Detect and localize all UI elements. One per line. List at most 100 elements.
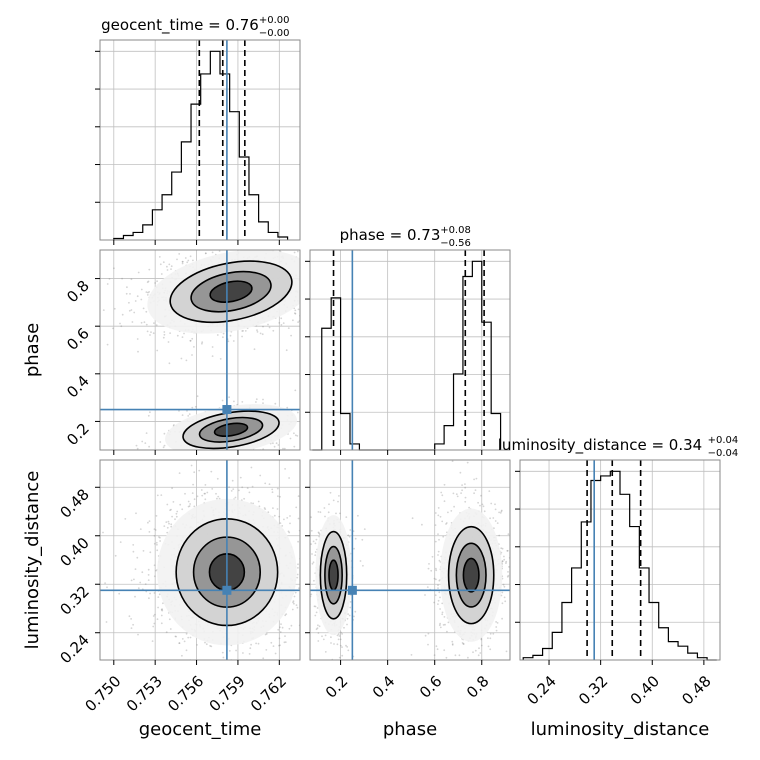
panel-geocent_time-vs-luminosity_distance-point: [248, 653, 251, 655]
panel-geocent_time-vs-phase-point: [140, 321, 143, 324]
panel-geocent_time-vs-luminosity_distance-point: [292, 601, 294, 604]
panel-phase-vs-luminosity_distance-point: [357, 514, 359, 517]
panel-phase-vs-luminosity_distance-point: [513, 510, 515, 512]
panel-phase-vs-luminosity_distance-point: [362, 564, 364, 567]
panel-phase-vs-luminosity_distance-point: [462, 643, 465, 645]
panel-geocent_time-vs-phase-point: [262, 325, 264, 328]
panel-geocent_time-vs-luminosity_distance-point: [302, 582, 304, 584]
panel-geocent_time-vs-luminosity_distance-point: [302, 750, 304, 752]
panel-phase-vs-luminosity_distance-point: [311, 553, 313, 555]
panel-geocent_time-vs-phase-point: [145, 310, 148, 313]
panel-geocent_time-vs-luminosity_distance-point: [307, 662, 309, 664]
bottom-phase-xticklabel-2: 0.6: [416, 672, 446, 702]
panel-geocent_time-vs-luminosity_distance-point: [132, 544, 135, 546]
panel-geocent_time-vs-phase-point: [140, 298, 143, 301]
panel-geocent_time-vs-phase-point: [282, 248, 284, 250]
hist-phase-title: phase = 0.73: [340, 226, 441, 244]
panel-geocent_time-vs-luminosity_distance-point: [174, 635, 177, 638]
panel-geocent_time-vs-phase-point: [121, 313, 124, 316]
panel-geocent_time-vs-luminosity_distance-point: [220, 456, 222, 458]
panel-geocent_time-vs-luminosity_distance-point: [306, 595, 308, 597]
panel-phase-vs-luminosity_distance-point: [346, 646, 349, 648]
panel-geocent_time-vs-phase-truth-marker: [222, 405, 232, 415]
panel-geocent_time-vs-luminosity_distance-point: [143, 667, 145, 669]
panel-geocent_time-vs-phase-point: [280, 324, 283, 326]
panel-geocent_time-vs-luminosity_distance-point: [192, 483, 195, 486]
panel-geocent_time-vs-phase-point: [147, 280, 150, 283]
panel-geocent_time-vs-luminosity_distance-point: [148, 520, 151, 522]
panel-geocent_time-vs-phase-point: [313, 235, 315, 237]
panel-phase-vs-luminosity_distance-point: [480, 494, 482, 497]
panel-phase-vs-luminosity_distance-point: [503, 555, 505, 558]
panel-geocent_time-vs-luminosity_distance-point: [166, 503, 169, 506]
panel-geocent_time-vs-luminosity_distance-point: [238, 489, 240, 492]
panel-geocent_time-vs-luminosity_distance-point: [287, 530, 290, 533]
panel-phase-vs-luminosity_distance-point: [478, 647, 480, 650]
panel-geocent_time-vs-luminosity_distance-point: [223, 672, 225, 674]
panel-phase-vs-luminosity_distance-point: [430, 569, 433, 572]
panel-geocent_time-vs-phase-point: [280, 317, 283, 320]
panel-phase-vs-luminosity_distance-point: [443, 500, 446, 503]
panel-geocent_time-vs-luminosity_distance-point: [159, 536, 161, 539]
panel-geocent_time-vs-luminosity_distance-point: [156, 543, 158, 546]
panel-geocent_time-vs-phase-point: [189, 339, 192, 342]
panel-geocent_time-vs-phase-point: [170, 265, 173, 268]
panel-phase-vs-luminosity_distance-point: [453, 505, 455, 508]
panel-geocent_time-vs-luminosity_distance-point: [204, 484, 207, 486]
panel-geocent_time-vs-luminosity_distance-point: [250, 466, 253, 469]
panel-phase-vs-luminosity_distance-point: [489, 637, 492, 640]
panel-phase-vs-luminosity_distance-point: [441, 520, 444, 523]
panel-geocent_time-vs-phase-point: [181, 260, 184, 263]
hist-phase-bg: [310, 250, 510, 450]
panel-phase-vs-luminosity_distance-point: [341, 654, 344, 657]
panel-geocent_time-vs-luminosity_distance-point: [137, 587, 140, 590]
panel-phase-vs-luminosity_distance-point: [427, 632, 430, 635]
panel-geocent_time-vs-phase-point: [102, 309, 105, 311]
panel-phase-vs-luminosity_distance-point: [349, 529, 352, 531]
panel-phase-vs-luminosity_distance-point: [502, 583, 505, 586]
panel-phase-vs-luminosity_distance-point: [479, 652, 482, 654]
panel-phase-vs-luminosity_distance-point: [461, 484, 463, 486]
panel-geocent_time-vs-luminosity_distance-point: [289, 515, 291, 517]
panel-phase-vs-luminosity_distance-point: [317, 511, 320, 513]
panel-geocent_time-vs-phase-point: [261, 333, 264, 336]
panel-geocent_time-vs-phase-point: [304, 423, 306, 425]
panel-phase-vs-luminosity_distance-contour-1-2: [462, 557, 480, 593]
panel-geocent_time-vs-luminosity_distance-point: [304, 554, 306, 556]
panel-geocent_time-vs-luminosity_distance-point: [238, 671, 240, 673]
panel-phase-vs-luminosity_distance-point: [434, 594, 437, 597]
panel-geocent_time-vs-luminosity_distance-point: [172, 501, 175, 503]
panel-geocent_time-vs-luminosity_distance-point: [187, 636, 190, 639]
panel-geocent_time-vs-luminosity_distance-point: [167, 520, 170, 523]
panel-geocent_time-vs-phase-point: [276, 244, 278, 246]
hist-luminosity_distance-frame: [519, 459, 721, 661]
panel-phase-vs-luminosity_distance-point: [501, 547, 504, 550]
panel-phase-vs-luminosity_distance-point: [347, 649, 350, 652]
panel-geocent_time-vs-phase-point: [166, 245, 168, 247]
panel-geocent_time-vs-phase-point: [145, 323, 148, 326]
panel-geocent_time-vs-phase-point: [136, 447, 139, 450]
panel-geocent_time-vs-luminosity_distance-point: [135, 512, 137, 515]
panel-geocent_time-vs-luminosity_distance-point: [142, 550, 145, 552]
panel-geocent_time-vs-luminosity_distance-point: [164, 695, 166, 697]
panel-phase-vs-luminosity_distance-point: [315, 611, 318, 614]
panel-phase-vs-luminosity_distance-point: [345, 644, 347, 647]
panel-geocent_time-vs-phase-point: [178, 410, 180, 412]
panel-geocent_time-vs-phase-point: [184, 257, 187, 259]
panel-geocent_time-vs-luminosity_distance-point: [132, 550, 135, 553]
panel-phase-vs-luminosity_distance-point: [514, 551, 516, 553]
panel-phase-vs-luminosity_distance-point: [464, 486, 467, 489]
panel-phase-vs-luminosity_distance-point: [319, 511, 322, 514]
panel-phase-vs-luminosity_distance-point: [464, 496, 467, 499]
panel-geocent_time-vs-luminosity_distance-point: [290, 624, 293, 627]
left-luminosity_distance-yticklabel-0: 0.24: [56, 631, 92, 667]
panel-geocent_time-vs-luminosity_distance-point: [302, 641, 304, 643]
panel-geocent_time-vs-luminosity_distance-point: [272, 645, 275, 647]
panel-phase-vs-luminosity_distance-point: [474, 489, 477, 491]
left-luminosity_distance-yticklabel-3: 0.48: [56, 485, 92, 521]
panel-geocent_time-vs-luminosity_distance-point: [305, 540, 307, 542]
panel-geocent_time-vs-luminosity_distance-point: [174, 518, 176, 521]
panel-geocent_time-vs-luminosity_distance-point: [228, 486, 231, 488]
panel-phase-vs-luminosity_distance-point: [305, 552, 307, 554]
panel-geocent_time-vs-phase-point: [166, 269, 169, 271]
